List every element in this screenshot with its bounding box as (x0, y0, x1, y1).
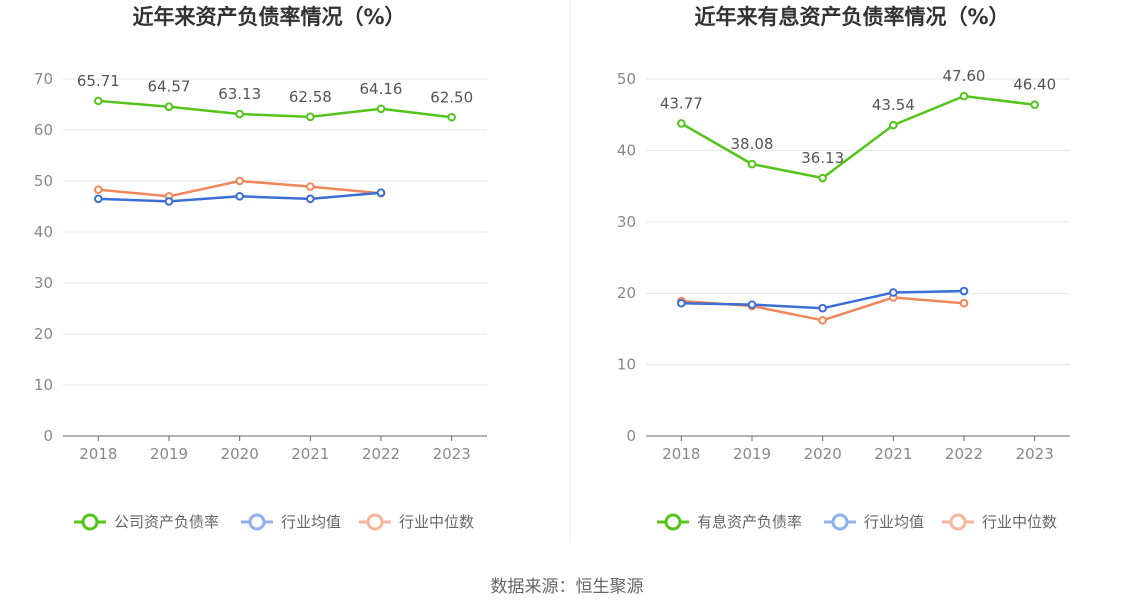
x-tick-label: 2018 (79, 445, 117, 463)
legend-item[interactable]: 行业均值 (824, 513, 924, 531)
data-point (235, 109, 244, 119)
series-line (680, 94, 1035, 180)
legend-marker-icon (366, 513, 384, 531)
y-tick-label: 40 (34, 223, 53, 241)
data-point (447, 112, 456, 122)
data-label: 36.13 (801, 149, 844, 167)
legend-item[interactable]: 行业中位数 (359, 513, 474, 531)
data-point (306, 182, 315, 191)
x-tick-label: 2019 (150, 445, 188, 463)
interest-bearing-debt-ratio-chart: 近年来有息资产负债率情况（%） 0 10 20 30 40 50 2018 2019 2020 2… (617, 5, 1070, 531)
data-point (94, 96, 103, 106)
data-point (959, 91, 969, 101)
x-tick-label: 2021 (874, 445, 912, 463)
legend-marker-icon (81, 513, 99, 531)
y-tick-label: 0 (626, 427, 636, 445)
x-tick-label: 2021 (291, 445, 329, 463)
legend-marker-icon (248, 513, 266, 531)
data-point (235, 192, 244, 201)
legend-item[interactable]: 有息资产负债率 (657, 513, 802, 531)
data-point (235, 176, 244, 186)
x-tick-label: 2023 (433, 445, 471, 463)
legend-label: 行业均值 (281, 513, 341, 531)
y-tick-label: 20 (617, 284, 636, 302)
data-point (164, 197, 174, 206)
data-label: 46.40 (1013, 76, 1056, 94)
data-point (376, 188, 386, 198)
data-point (677, 119, 686, 128)
x-tick-label: 2020 (804, 445, 842, 463)
data-point (1030, 100, 1039, 110)
data-label: 64.16 (360, 80, 403, 98)
y-tick-label: 0 (43, 427, 53, 445)
legend-label: 公司资产负债率 (114, 513, 219, 531)
legend-label: 行业中位数 (982, 513, 1057, 531)
data-point (959, 298, 969, 308)
x-tick-label: 2023 (1016, 445, 1054, 463)
legend-marker-icon (664, 513, 682, 531)
data-point (747, 159, 757, 169)
legend-item[interactable]: 行业中位数 (942, 513, 1057, 531)
y-tick-label: 60 (34, 121, 53, 139)
data-label: 62.50 (430, 88, 473, 106)
legend-marker-icon (831, 513, 849, 531)
legend-marker-icon (949, 513, 967, 531)
data-point (306, 194, 315, 204)
legend-label: 有息资产负债率 (697, 513, 802, 531)
data-point (959, 286, 969, 296)
x-tick-label: 2020 (221, 445, 259, 463)
x-tick-label: 2022 (945, 445, 983, 463)
data-label: 43.77 (660, 94, 703, 112)
data-point (747, 300, 757, 309)
data-point (164, 102, 174, 111)
data-label: 63.13 (218, 85, 261, 103)
legend-item[interactable]: 行业均值 (241, 513, 341, 531)
data-label: 64.57 (148, 78, 191, 96)
x-tick-label: 2022 (362, 445, 400, 463)
y-tick-label: 20 (34, 325, 53, 343)
data-point (94, 185, 103, 194)
data-point (94, 194, 103, 204)
data-label: 43.54 (872, 96, 915, 114)
y-tick-label: 50 (34, 172, 53, 190)
data-point (889, 288, 898, 297)
y-tick-label: 40 (617, 141, 636, 159)
legend-item[interactable]: 公司资产负债率 (74, 513, 219, 531)
y-tick-label: 50 (617, 70, 636, 88)
chart-title: 近年来资产负债率情况（%） (132, 5, 405, 29)
x-tick-label: 2019 (733, 445, 771, 463)
data-label: 47.60 (943, 67, 986, 85)
y-tick-label: 30 (34, 274, 53, 292)
series-line (98, 99, 452, 119)
data-point (818, 173, 827, 183)
data-point (306, 112, 315, 122)
data-source: 数据来源：恒生聚源 (491, 577, 644, 597)
legend-label: 行业均值 (864, 513, 924, 531)
x-tick-label: 2018 (662, 445, 700, 463)
y-tick-label: 70 (34, 70, 53, 88)
data-point (677, 298, 686, 308)
data-point (889, 120, 898, 130)
chart-title: 近年来有息资产负债率情况（%） (694, 5, 1009, 29)
data-point (818, 303, 827, 313)
y-tick-label: 10 (617, 356, 636, 374)
data-point (376, 104, 386, 114)
data-label: 65.71 (77, 72, 120, 90)
data-point (818, 316, 827, 325)
legend-label: 行业中位数 (399, 513, 474, 531)
debt-ratio-chart: 近年来资产负债率情况（%） 0 10 20 30 40 50 60 70 2018 2019 202… (34, 5, 487, 531)
y-tick-label: 30 (617, 213, 636, 231)
y-tick-label: 10 (34, 376, 53, 394)
data-label: 38.08 (731, 135, 774, 153)
data-label: 62.58 (289, 88, 332, 106)
